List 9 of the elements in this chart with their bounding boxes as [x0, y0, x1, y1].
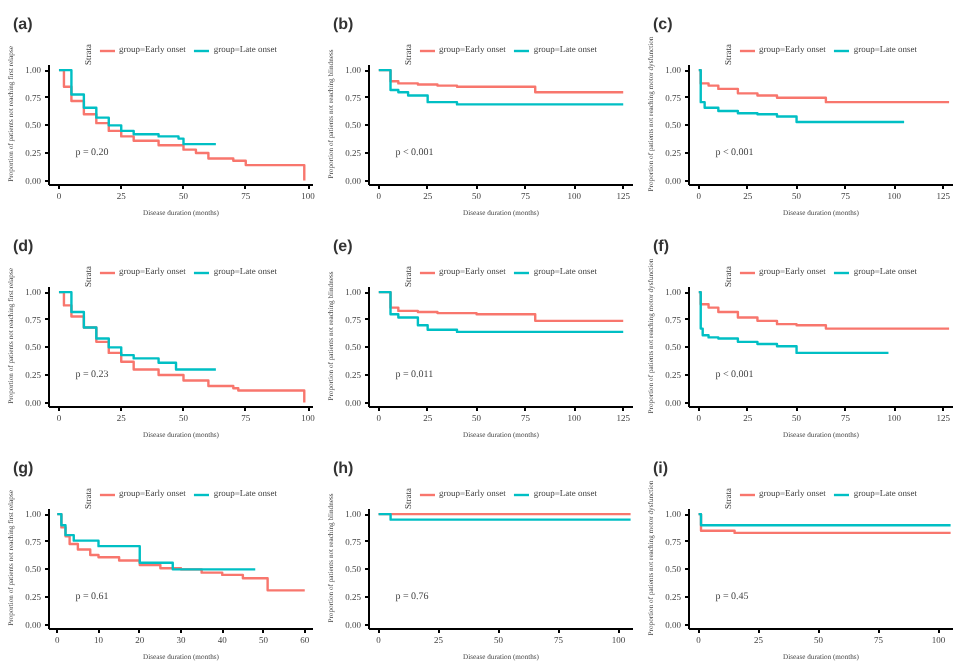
chart-title: (e) — [333, 237, 354, 255]
chart-title: (c) — [653, 15, 674, 33]
chart-title: (b) — [333, 15, 355, 33]
chart-title: (a) — [13, 15, 34, 33]
chart-title: (g) — [13, 459, 35, 477]
chart-title: (h) — [333, 459, 355, 477]
chart-title: (i) — [653, 459, 669, 477]
chart-title: (f) — [653, 237, 670, 255]
chart-title: (d) — [13, 237, 35, 255]
